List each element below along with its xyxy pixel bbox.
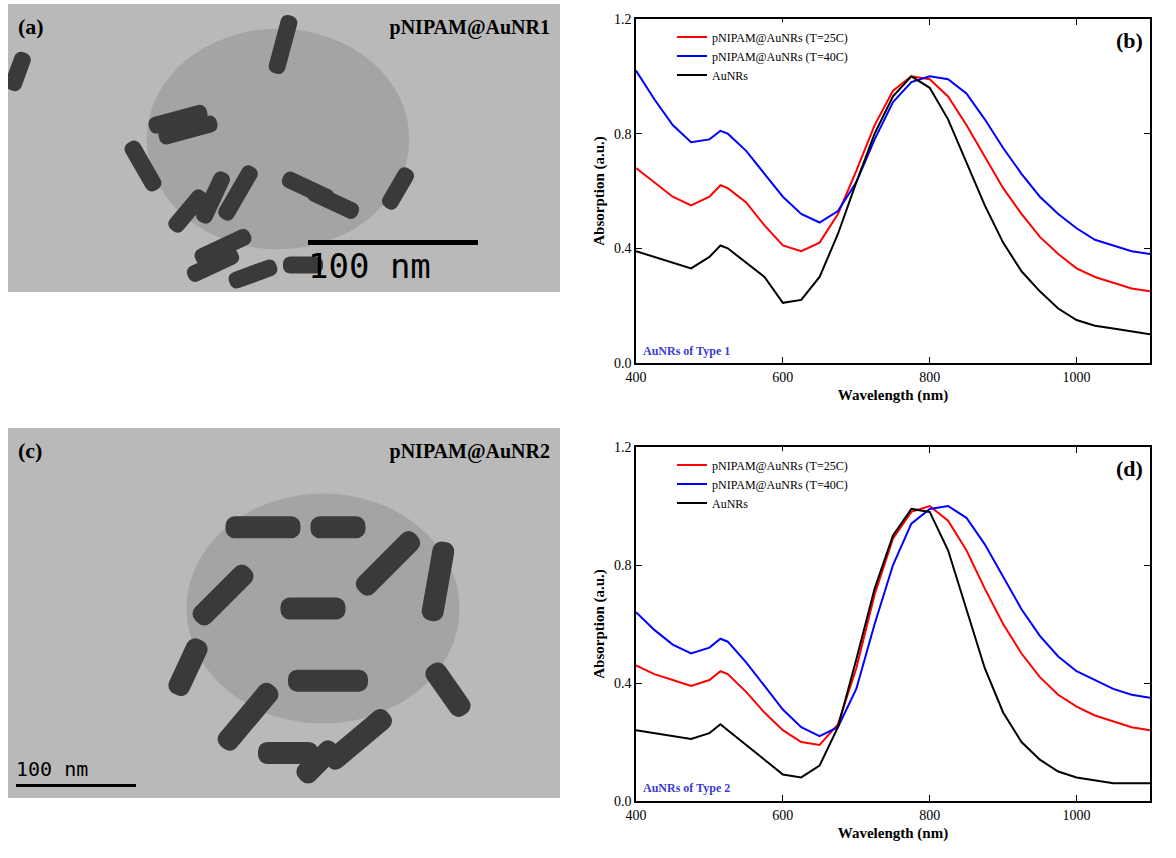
svg-text:100 nm: 100 nm — [308, 246, 431, 286]
svg-text:AuNRs of Type 2: AuNRs of Type 2 — [643, 781, 730, 795]
svg-text:Absorption (a.u.): Absorption (a.u.) — [591, 136, 608, 246]
svg-text:Wavelength (nm): Wavelength (nm) — [838, 387, 948, 404]
svg-text:0.0: 0.0 — [614, 356, 632, 371]
svg-text:AuNRs: AuNRs — [712, 69, 748, 83]
svg-text:pNIPAM@AuNRs (T=40C): pNIPAM@AuNRs (T=40C) — [712, 478, 848, 492]
svg-text:pNIPAM@AuNR2: pNIPAM@AuNR2 — [390, 440, 550, 463]
svg-text:0.8: 0.8 — [614, 558, 632, 573]
svg-text:pNIPAM@AuNRs (T=25C): pNIPAM@AuNRs (T=25C) — [712, 31, 848, 45]
svg-text:(b): (b) — [1116, 28, 1143, 53]
svg-text:pNIPAM@AuNRs (T=25C): pNIPAM@AuNRs (T=25C) — [712, 459, 848, 473]
svg-text:1000: 1000 — [1063, 808, 1091, 823]
svg-text:0.0: 0.0 — [614, 794, 632, 809]
svg-text:400: 400 — [626, 370, 647, 385]
svg-text:800: 800 — [919, 808, 940, 823]
svg-text:600: 600 — [772, 808, 793, 823]
svg-text:0.8: 0.8 — [614, 127, 632, 142]
svg-text:800: 800 — [919, 370, 940, 385]
svg-text:(c): (c) — [18, 438, 42, 463]
svg-text:1.2: 1.2 — [614, 440, 632, 455]
svg-text:(d): (d) — [1116, 456, 1143, 481]
svg-text:0.4: 0.4 — [614, 241, 632, 256]
svg-text:AuNRs of Type 1: AuNRs of Type 1 — [643, 344, 730, 358]
svg-text:AuNRs: AuNRs — [712, 497, 748, 511]
svg-text:400: 400 — [626, 808, 647, 823]
svg-text:pNIPAM@AuNRs (T=40C): pNIPAM@AuNRs (T=40C) — [712, 50, 848, 64]
svg-text:1000: 1000 — [1063, 370, 1091, 385]
svg-text:600: 600 — [772, 370, 793, 385]
svg-text:0.4: 0.4 — [614, 676, 632, 691]
svg-text:pNIPAM@AuNR1: pNIPAM@AuNR1 — [390, 16, 550, 39]
svg-text:Wavelength (nm): Wavelength (nm) — [838, 825, 948, 842]
svg-text:100 nm: 100 nm — [16, 757, 88, 781]
svg-text:1.2: 1.2 — [614, 12, 632, 27]
svg-text:(a): (a) — [18, 14, 44, 39]
svg-text:Absorption (a.u.): Absorption (a.u.) — [591, 569, 608, 679]
